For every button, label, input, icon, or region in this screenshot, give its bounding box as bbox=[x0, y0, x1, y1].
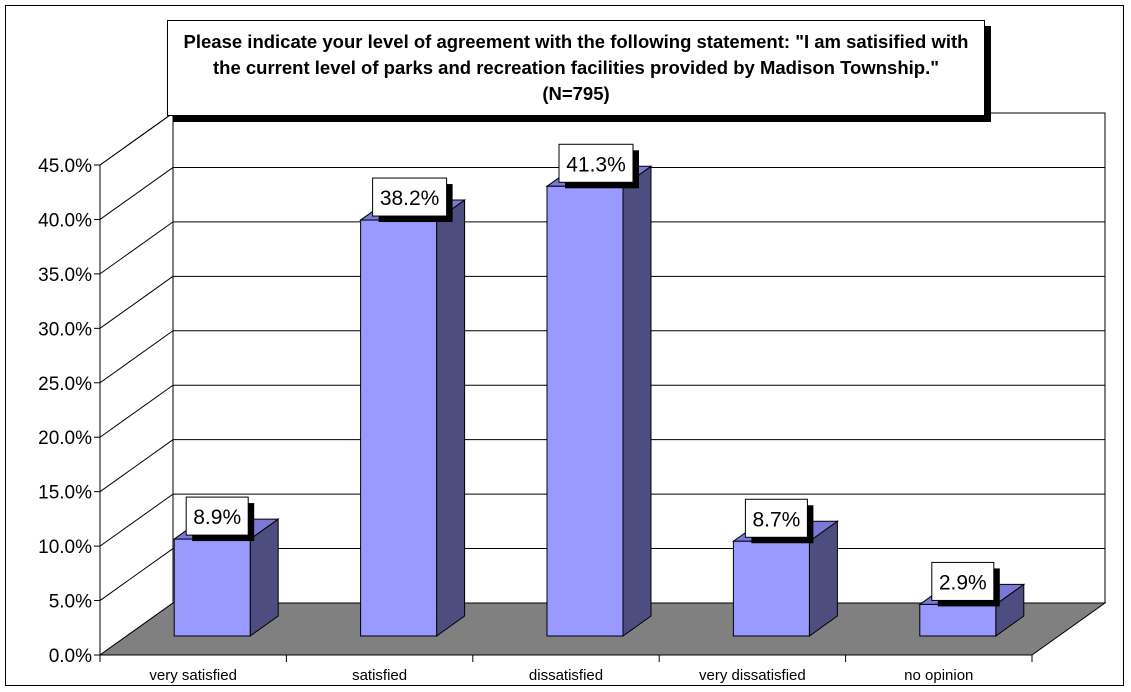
chart-title: Please indicate your level of agreement … bbox=[167, 20, 985, 116]
bar-side-face bbox=[622, 165, 652, 637]
y-tick-label: 0.0% bbox=[49, 646, 92, 667]
data-label-box bbox=[744, 498, 808, 538]
gridline-side bbox=[99, 330, 174, 384]
data-label-box bbox=[558, 143, 634, 183]
x-tick-label: no opinion bbox=[904, 667, 973, 684]
bar bbox=[173, 538, 251, 637]
data-label: 38.2% bbox=[380, 187, 440, 210]
y-tick-label: 10.0% bbox=[38, 537, 92, 558]
x-tick-label: dissatisfied bbox=[529, 667, 603, 684]
data-label: 8.7% bbox=[752, 508, 800, 531]
data-label-box bbox=[931, 561, 995, 601]
bar bbox=[360, 219, 438, 637]
data-label: 8.9% bbox=[193, 506, 241, 529]
data-label-box bbox=[185, 496, 249, 536]
bar-side-face bbox=[436, 199, 466, 637]
bar bbox=[546, 185, 624, 637]
gridline-side bbox=[99, 221, 174, 275]
x-tick-label: very dissatisfied bbox=[699, 667, 806, 684]
plot-side-wall bbox=[99, 112, 174, 656]
data-label: 41.3% bbox=[566, 153, 626, 176]
y-tick-label: 40.0% bbox=[38, 210, 92, 231]
gridline-side bbox=[99, 493, 174, 547]
gridline-side bbox=[99, 167, 174, 220]
gridline-side bbox=[99, 112, 174, 166]
gridline-side bbox=[99, 548, 174, 601]
data-label: 2.9% bbox=[939, 571, 987, 594]
data-label-box bbox=[372, 177, 448, 217]
y-tick-label: 35.0% bbox=[38, 265, 92, 286]
gridline-side bbox=[99, 439, 174, 493]
x-tick-label: satisfied bbox=[352, 667, 407, 684]
gridline-side bbox=[99, 384, 174, 438]
x-tick-label: very satisfied bbox=[149, 667, 237, 684]
y-tick-label: 15.0% bbox=[38, 483, 92, 504]
y-tick-label: 30.0% bbox=[38, 319, 92, 340]
bar bbox=[919, 603, 997, 637]
y-tick-label: 45.0% bbox=[38, 156, 92, 177]
gridline-side bbox=[99, 275, 174, 329]
y-tick-label: 25.0% bbox=[38, 374, 92, 395]
y-tick-label: 20.0% bbox=[38, 428, 92, 449]
y-tick-label: 5.0% bbox=[49, 592, 92, 613]
bar bbox=[732, 540, 810, 637]
